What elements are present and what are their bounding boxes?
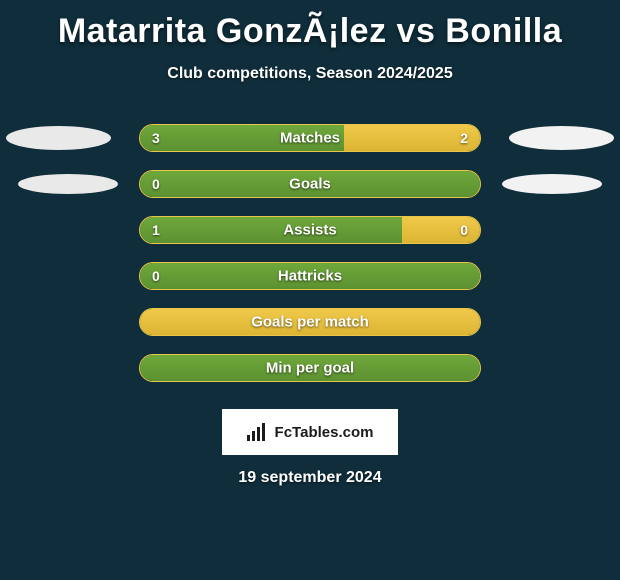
fctables-logo: FcTables.com <box>222 409 398 455</box>
date-text: 19 september 2024 <box>0 469 620 487</box>
logo-text-rest: Tables.com <box>292 424 373 441</box>
stats-container: Matches32 Goals0 Assists10 Hattricks0 Goals … <box>0 115 620 391</box>
logo-text-fc: Fc <box>275 424 293 441</box>
page-title: Matarrita GonzÃ¡lez vs Bonilla <box>0 0 620 51</box>
stat-bar: Matches32 <box>139 124 481 152</box>
stat-bar: Min per goal <box>139 354 481 382</box>
stat-bar-left <box>140 125 344 151</box>
stat-row: Goals per match <box>0 299 620 345</box>
logo-text: FcTables.com <box>275 424 374 441</box>
stat-row: Matches32 <box>0 115 620 161</box>
stat-bar-left <box>140 263 480 289</box>
subtitle: Club competitions, Season 2024/2025 <box>0 65 620 83</box>
stat-bar: Goals0 <box>139 170 481 198</box>
stat-row: Hattricks0 <box>0 253 620 299</box>
stat-bar: Goals per match <box>139 308 481 336</box>
stat-row: Goals0 <box>0 161 620 207</box>
logo-bars-icon <box>247 423 269 441</box>
stat-bar-left <box>140 171 480 197</box>
stat-bar-left <box>140 217 402 243</box>
stat-bar: Assists10 <box>139 216 481 244</box>
player-ellipse-right <box>509 126 614 150</box>
stat-row: Min per goal <box>0 345 620 391</box>
stat-row: Assists10 <box>0 207 620 253</box>
player-ellipse-left <box>18 174 118 194</box>
player-ellipse-right <box>502 174 602 194</box>
stat-bar-right <box>140 309 480 335</box>
stat-bar: Hattricks0 <box>139 262 481 290</box>
player-ellipse-left <box>6 126 111 150</box>
stat-bar-right <box>402 217 480 243</box>
stat-bar-left <box>140 355 480 381</box>
stat-bar-right <box>344 125 480 151</box>
